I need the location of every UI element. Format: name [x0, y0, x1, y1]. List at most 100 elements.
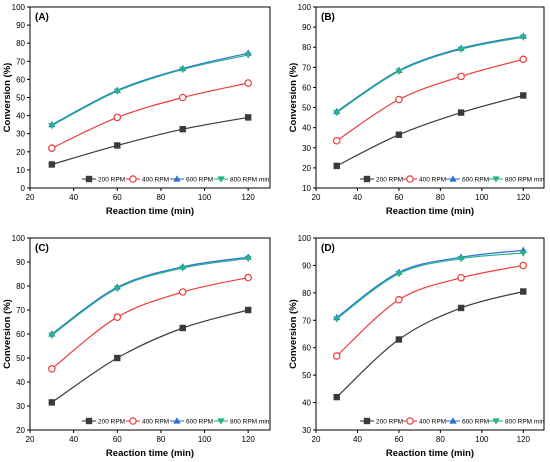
data-point: [244, 52, 252, 59]
data-point: [179, 66, 187, 74]
legend-label: 800 RPM min: [230, 176, 270, 183]
y-tick-label: 20: [16, 148, 25, 157]
y-tick-label: 30: [302, 426, 311, 435]
legend: 200 RPM 400 RPM 600 RPM 800 RPM min: [82, 175, 270, 183]
x-tick-label: 100: [475, 193, 489, 202]
x-tick-label: 80: [436, 435, 445, 444]
series-group: [48, 306, 252, 406]
x-tick-label: 100: [198, 435, 212, 444]
x-axis-label: Reaction time (min): [386, 206, 474, 217]
y-tick-label: 30: [302, 144, 311, 153]
x-tick-label: 40: [353, 193, 362, 202]
x-tick-label: 120: [517, 193, 531, 202]
legend-marker: [406, 417, 414, 425]
panel-label: (A): [35, 12, 49, 23]
data-point: [48, 364, 56, 373]
y-tick-label: 80: [302, 43, 311, 52]
y-tick-label: 70: [302, 316, 311, 325]
series-group: [48, 253, 252, 337]
data-point: [457, 255, 465, 263]
legend-label: 200 RPM: [98, 176, 125, 183]
y-tick-label: 0: [21, 184, 26, 193]
data-point: [178, 288, 187, 296]
series-group: [48, 273, 252, 373]
series-group: [332, 55, 528, 145]
legend-label: 800 RPM min: [230, 418, 270, 425]
series-line: [336, 58, 524, 142]
y-tick-label: 50: [302, 104, 311, 113]
legend-label: 600 RPM: [462, 176, 489, 183]
y-tick-label: 20: [16, 426, 25, 435]
series-group: [333, 92, 527, 170]
data-point: [395, 336, 403, 343]
legend-label: 200 RPM: [98, 418, 125, 425]
series-line: [51, 256, 249, 335]
y-tick-label: 100: [12, 3, 26, 12]
x-tick-label: 120: [242, 193, 256, 202]
series-line: [336, 252, 524, 320]
legend-marker: [363, 175, 371, 183]
y-tick-label: 90: [302, 261, 311, 270]
legend-label: 400 RPM: [419, 176, 446, 183]
legend-label: 200 RPM: [376, 176, 403, 183]
series-group: [48, 79, 252, 152]
y-tick-label: 80: [16, 39, 25, 48]
series-line: [51, 52, 249, 126]
data-point: [520, 92, 527, 99]
data-point: [395, 68, 403, 76]
y-tick-label: 20: [302, 164, 311, 173]
y-tick-label: 40: [16, 378, 25, 387]
series-line: [51, 309, 249, 403]
data-point: [244, 273, 252, 282]
legend-label: 800 RPM min: [505, 418, 545, 425]
panel-label: (C): [35, 243, 49, 254]
y-tick-label: 40: [16, 112, 25, 121]
data-point: [333, 109, 341, 117]
y-tick-label: 50: [302, 371, 311, 380]
x-tick-label: 60: [113, 193, 122, 202]
y-tick-label: 50: [16, 94, 25, 103]
data-point: [519, 55, 528, 64]
legend-label: 200 RPM: [376, 418, 403, 425]
series-line: [336, 35, 524, 113]
y-axis-label: Conversion (%): [288, 63, 299, 133]
data-point: [244, 255, 252, 263]
panel-label: (D): [321, 243, 335, 254]
x-tick-label: 60: [394, 193, 403, 202]
legend-label: 600 RPM: [186, 176, 213, 183]
y-tick-label: 30: [16, 402, 25, 411]
y-axis-label: Conversion (%): [2, 299, 13, 369]
data-point: [113, 113, 122, 122]
legend-marker: [85, 175, 93, 183]
data-point: [333, 316, 341, 323]
series-line: [51, 277, 249, 370]
legend: 200 RPM 400 RPM 600 RPM 800 RPM min: [360, 175, 545, 183]
data-point: [457, 72, 465, 81]
legend-label: 600 RPM: [462, 418, 489, 425]
legend-marker: [363, 417, 371, 425]
x-tick-label: 120: [242, 435, 256, 444]
data-point: [244, 306, 252, 314]
data-point: [114, 142, 121, 149]
chart-panel: 30 40 50 60 70 80 90 100 20 40 60 80 100 120 Reaction …: [288, 234, 545, 459]
panel-label: (B): [321, 12, 335, 23]
x-axis-label: Reaction time (min): [106, 206, 194, 217]
series-line: [51, 257, 249, 336]
series-line: [51, 54, 249, 127]
legend-marker: [492, 418, 500, 425]
data-point: [179, 265, 187, 272]
legend-marker: [217, 176, 225, 183]
x-tick-label: 100: [198, 193, 212, 202]
series-group: [48, 52, 252, 130]
legend: 200 RPM 400 RPM 600 RPM 800 RPM min: [360, 417, 545, 425]
data-point: [333, 393, 340, 401]
data-point: [519, 261, 528, 270]
data-point: [520, 288, 527, 295]
data-point: [244, 114, 252, 121]
data-point: [395, 131, 403, 138]
series-line: [336, 36, 524, 114]
legend-label: 600 RPM: [186, 418, 213, 425]
y-tick-label: 60: [16, 330, 25, 339]
y-tick-label: 40: [302, 124, 311, 133]
chart-panel: 20 30 40 50 60 70 80 90 100 20 40 60 80 100 120 Reactio…: [2, 234, 271, 459]
